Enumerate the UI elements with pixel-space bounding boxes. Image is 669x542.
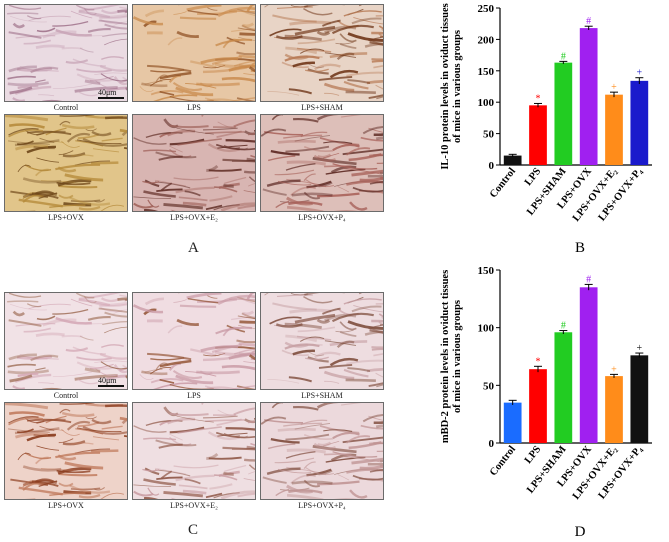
- bar-6: [630, 355, 649, 443]
- bar-4: [579, 28, 598, 165]
- scale-bar-label: 40μm: [98, 376, 117, 385]
- bar-5: [605, 94, 623, 165]
- micrograph-caption: Control: [53, 391, 79, 400]
- micrograph-caption: LPS: [187, 103, 201, 112]
- micrograph-caption: LPS+SHAM: [301, 391, 343, 400]
- significance-marker: +: [611, 364, 617, 375]
- y-tick-label: 100: [478, 97, 495, 109]
- panel-b-il10-bar-chart: 0 50 100 150 200 250 IL-10 protein levels in o…: [440, 3, 652, 256]
- micrograph-caption: LPS+OVX+E₂: [170, 213, 218, 222]
- panel-c-letter: C: [188, 522, 199, 538]
- significance-marker: #: [586, 16, 591, 27]
- bar-5: [605, 376, 623, 443]
- bar-6: [630, 80, 649, 165]
- scale-bar: 40μm: [98, 376, 124, 387]
- bar-4: [579, 287, 598, 443]
- bar-2: [529, 369, 547, 443]
- panel-d-mbd2-bar-chart: 0 50 100 150 mBD-2 protein levels in oviduct…: [440, 265, 652, 540]
- x-tick-label: LPS: [523, 166, 544, 188]
- x-tick-label-group: LPS: [523, 166, 544, 188]
- micrograph-caption: LPS+OVX: [48, 501, 84, 510]
- significance-marker: #: [561, 321, 566, 332]
- panel-a-letter: A: [188, 240, 199, 256]
- micrograph-caption: LPS+OVX+P₄: [298, 501, 346, 510]
- y-axis-label-line2: of mice in various groups: [452, 30, 463, 143]
- bar-3: [554, 62, 573, 165]
- micrograph-lps-sham: [260, 4, 384, 102]
- y-axis-label-line1: mBD-2 protein levels in oviduct tissues: [440, 270, 451, 443]
- micrograph-lps-ovx: [4, 402, 128, 500]
- x-tick-label: LPS: [523, 444, 544, 466]
- significance-marker: +: [637, 68, 643, 79]
- y-tick-label: 0: [489, 438, 495, 450]
- micrograph-lps: [132, 292, 256, 390]
- panel-letter: D: [575, 524, 586, 540]
- significance-marker: *: [536, 356, 541, 367]
- significance-marker: *: [536, 93, 541, 104]
- micrograph-caption: LPS: [187, 391, 201, 400]
- significance-marker: +: [611, 82, 617, 93]
- y-axis-label: mBD-2 protein levels in oviduct tissues o…: [440, 270, 463, 443]
- micrograph-lps-ovx-p: [260, 402, 384, 500]
- micrograph-caption: LPS+OVX+E₂: [170, 501, 218, 510]
- bar-1: [503, 155, 522, 165]
- micrograph-lps-ovx: [4, 114, 128, 212]
- significance-marker: #: [586, 274, 591, 285]
- panel-letter: B: [575, 240, 585, 256]
- y-axis-label: IL-10 protein levels in oviduct tissues o…: [440, 3, 463, 169]
- scale-bar: 40μm: [98, 88, 124, 99]
- y-axis-label-line1: IL-10 protein levels in oviduct tissues: [440, 3, 451, 169]
- micrograph-lps: [132, 4, 256, 102]
- micrograph-lps-ovx-e: [132, 114, 256, 212]
- y-tick-label: 200: [478, 34, 495, 46]
- micrograph-lps-sham: [260, 292, 384, 390]
- y-axis-label-line2: of mice in various groups: [452, 300, 463, 413]
- significance-marker: +: [637, 343, 643, 354]
- micrograph-caption: LPS+OVX+P₄: [298, 213, 346, 222]
- y-tick-label: 50: [483, 380, 495, 392]
- scale-bar-line: [98, 385, 124, 387]
- micrograph-lps-ovx-e: [132, 402, 256, 500]
- micrograph-control: [4, 4, 128, 102]
- y-tick-label: 100: [478, 323, 495, 335]
- significance-marker: #: [561, 51, 566, 62]
- bar-1: [503, 402, 522, 443]
- bar-3: [554, 332, 573, 443]
- y-tick-label: 150: [478, 265, 495, 277]
- micrograph-caption: LPS+OVX: [48, 213, 84, 222]
- micrograph-caption: LPS+SHAM: [301, 103, 343, 112]
- scale-bar-label: 40μm: [98, 88, 117, 97]
- y-tick-label: 0: [489, 160, 495, 172]
- bar-2: [529, 105, 547, 165]
- y-tick-label: 250: [478, 3, 495, 15]
- y-tick-label: 50: [483, 129, 495, 141]
- scale-bar-line: [98, 97, 124, 99]
- x-tick-label-group: LPS: [523, 444, 544, 466]
- micrograph-control: [4, 292, 128, 390]
- y-tick-label: 150: [478, 66, 495, 78]
- micrograph-caption: Control: [53, 103, 79, 112]
- micrograph-lps-ovx-p: [260, 114, 384, 212]
